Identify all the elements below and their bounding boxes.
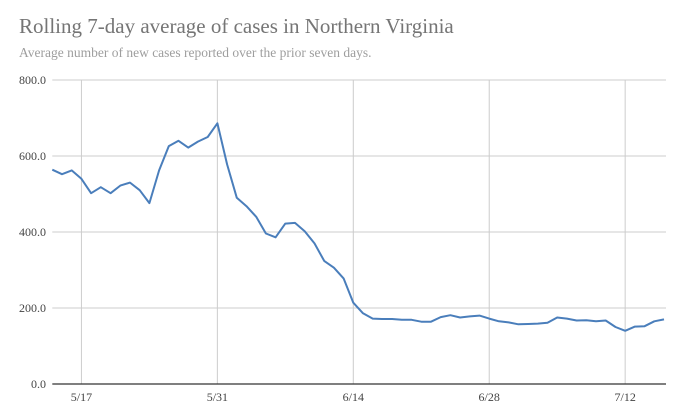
gridlines [52, 79, 666, 384]
x-tick-label: 5/17 [71, 390, 92, 404]
y-tick-label: 200.0 [19, 301, 46, 315]
x-tick-label: 5/31 [207, 390, 228, 404]
y-tick-label: 0.0 [31, 377, 46, 391]
y-tick-label: 600.0 [19, 149, 46, 163]
chart-title: Rolling 7-day average of cases in Northe… [19, 14, 454, 38]
y-tick-label: 400.0 [19, 225, 46, 239]
x-tick-label: 7/12 [614, 390, 635, 404]
series-line [51, 122, 665, 332]
series-group [51, 122, 665, 332]
x-tick-label: 6/14 [343, 390, 364, 404]
y-axis-ticks: 0.0 200.0 400.0 600.0 800.0 [19, 73, 46, 391]
y-tick-label: 800.0 [19, 73, 46, 87]
x-tick-label: 6/28 [479, 390, 500, 404]
x-axis-ticks: 5/17 5/31 6/14 6/28 7/12 [71, 390, 636, 404]
chart-subtitle: Average number of new cases reported ove… [19, 45, 372, 60]
